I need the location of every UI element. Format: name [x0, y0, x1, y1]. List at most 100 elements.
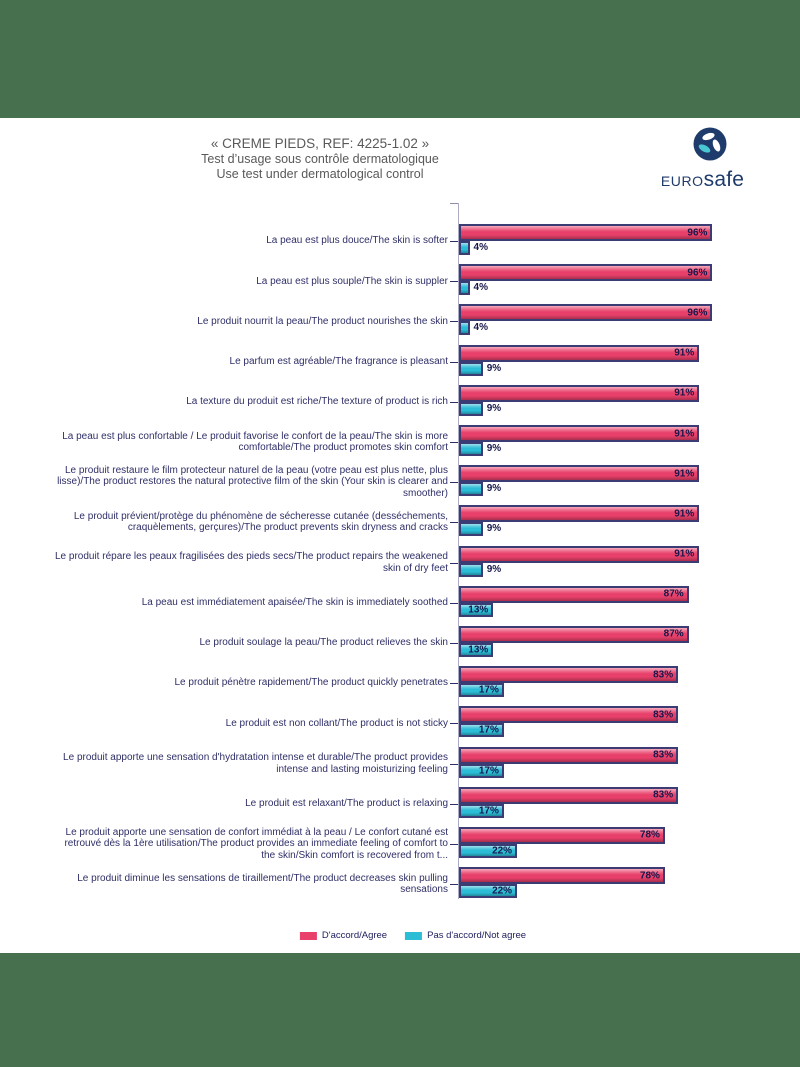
- bar-row: Le parfum est agréable/The fragrance is …: [0, 342, 800, 382]
- bar-row: Le produit apporte une sensation d'hydra…: [0, 743, 800, 783]
- agree-value-label: 91%: [674, 428, 695, 440]
- bar-row: Le produit apporte une sensation de conf…: [0, 824, 800, 864]
- legend-label-notagree: Pas d'accord/Not agree: [427, 930, 527, 941]
- agree-bar: 96%: [459, 264, 713, 282]
- disagree-bar: [459, 281, 470, 296]
- bar-pair: 78% 22%: [458, 864, 800, 904]
- bar-pair: 91% 9%: [458, 422, 800, 462]
- bar-row: La peau est plus douce/The skin is softe…: [0, 221, 800, 261]
- bar-pair: 96% 4%: [458, 221, 800, 261]
- disagree-bar: [459, 522, 483, 537]
- bar-pair: 83% 17%: [458, 784, 800, 824]
- category-tick: [450, 884, 458, 886]
- category-label: La peau est plus souple/The skin is supp…: [256, 275, 448, 287]
- bar-pair: 78% 22%: [458, 824, 800, 864]
- disagree-value-label: 13%: [468, 644, 489, 656]
- bar-row: Le produit soulage la peau/The product r…: [0, 623, 800, 663]
- disagree-bar: [459, 321, 470, 336]
- disagree-bar: [459, 442, 483, 457]
- category-tick: [450, 401, 458, 403]
- eurosafe-globe-icon: [692, 126, 728, 167]
- agree-bar: 96%: [459, 304, 713, 322]
- legend-label-agree: D'accord/Agree: [321, 930, 388, 941]
- disagree-value-label: 17%: [478, 684, 499, 696]
- chart-title: « CREME PIEDS, REF: 4225-1.02 » Test d’u…: [100, 136, 540, 182]
- agree-bar: 87%: [459, 625, 689, 643]
- category-label: Le produit restaure le film protecteur n…: [57, 464, 448, 499]
- bar-pair: 87% 13%: [458, 583, 800, 623]
- bar-pair: 91% 9%: [458, 462, 800, 502]
- category-tick: [450, 321, 458, 323]
- agree-bar: 91%: [459, 505, 700, 523]
- category-tick: [450, 642, 458, 644]
- bar-row: Le produit prévient/protège du phénomène…: [0, 502, 800, 542]
- disagree-bar: [459, 361, 483, 376]
- brand-prefix: EURO: [660, 173, 704, 189]
- category-tick: [450, 843, 458, 845]
- category-label: Le produit diminue les sensations de tir…: [77, 872, 448, 896]
- agree-value-label: 91%: [674, 468, 695, 480]
- category-tick: [450, 683, 458, 685]
- agree-value-label: 96%: [687, 307, 708, 319]
- category-label: La peau est plus confortable / Le produi…: [62, 430, 448, 454]
- bar-row: La peau est immédiatement apaisée/The sk…: [0, 583, 800, 623]
- agree-value-label: 91%: [674, 347, 695, 359]
- category-tick: [450, 803, 458, 805]
- disagree-bar: 17%: [459, 763, 504, 778]
- category-label: Le produit répare les peaux fragilisées …: [54, 551, 448, 574]
- disagree-value-label: 9%: [486, 523, 502, 535]
- agree-bar: 78%: [459, 867, 665, 885]
- agree-bar: 91%: [459, 545, 700, 563]
- category-tick: [450, 281, 458, 283]
- agree-bar: 96%: [459, 224, 713, 242]
- agree-value-label: 78%: [639, 870, 660, 882]
- disagree-value-label: 4%: [473, 242, 488, 254]
- category-label: Le produit apporte une sensation d'hydra…: [63, 752, 448, 775]
- bar-row: Le produit pénètre rapidement/The produc…: [0, 663, 800, 703]
- agree-value-label: 83%: [653, 709, 674, 721]
- agree-bar: 83%: [459, 666, 679, 684]
- disagree-value-label: 22%: [492, 885, 513, 897]
- disagree-bar: 13%: [459, 602, 494, 617]
- agree-bar: 91%: [459, 384, 700, 402]
- agree-bar: 91%: [459, 344, 700, 362]
- agree-value-label: 91%: [674, 508, 695, 520]
- bar-row: Le produit restaure le film protecteur n…: [0, 462, 800, 502]
- agree-bar: 91%: [459, 465, 700, 483]
- disagree-value-label: 17%: [478, 765, 499, 777]
- disagree-bar: [459, 562, 483, 577]
- legend-swatch-agree: [299, 931, 317, 940]
- eurosafe-wordmark: EURO safe: [661, 168, 744, 192]
- y-axis-line: [458, 203, 459, 899]
- category-label: Le produit est relaxant/The product is r…: [245, 797, 448, 809]
- disagree-bar: 17%: [459, 803, 504, 818]
- category-tick: [450, 361, 458, 363]
- bar-pair: 91% 9%: [458, 382, 800, 422]
- brand-suffix: safe: [703, 168, 745, 191]
- agree-bar: 87%: [459, 585, 689, 603]
- disagree-value-label: 9%: [486, 402, 502, 414]
- disagree-bar: [459, 401, 483, 416]
- category-label: La peau est plus douce/The skin is softe…: [266, 235, 448, 247]
- category-tick: [450, 482, 458, 484]
- disagree-bar: [459, 241, 470, 256]
- legend-item-agree: D'accord/Agree: [299, 930, 388, 941]
- disagree-bar: 22%: [459, 843, 518, 858]
- bar-row: Le produit diminue les sensations de tir…: [0, 864, 800, 904]
- agree-value-label: 83%: [653, 749, 674, 761]
- legend-swatch-notagree: [405, 931, 423, 940]
- category-tick: [450, 442, 458, 444]
- bar-row: La peau est plus confortable / Le produi…: [0, 422, 800, 462]
- bar-pair: 87% 13%: [458, 623, 800, 663]
- agree-bar: 91%: [459, 425, 700, 443]
- report-page: « CREME PIEDS, REF: 4225-1.02 » Test d’u…: [0, 118, 800, 953]
- category-label: Le produit est non collant/The product i…: [225, 717, 448, 729]
- agree-value-label: 96%: [687, 227, 708, 239]
- category-tick: [450, 763, 458, 765]
- title-line-en: Use test under dermatological control: [216, 167, 424, 181]
- bar-pair: 83% 17%: [458, 743, 800, 783]
- disagree-value-label: 9%: [486, 563, 502, 575]
- category-label: La texture du produit est riche/The text…: [186, 396, 448, 408]
- agree-value-label: 91%: [674, 387, 695, 399]
